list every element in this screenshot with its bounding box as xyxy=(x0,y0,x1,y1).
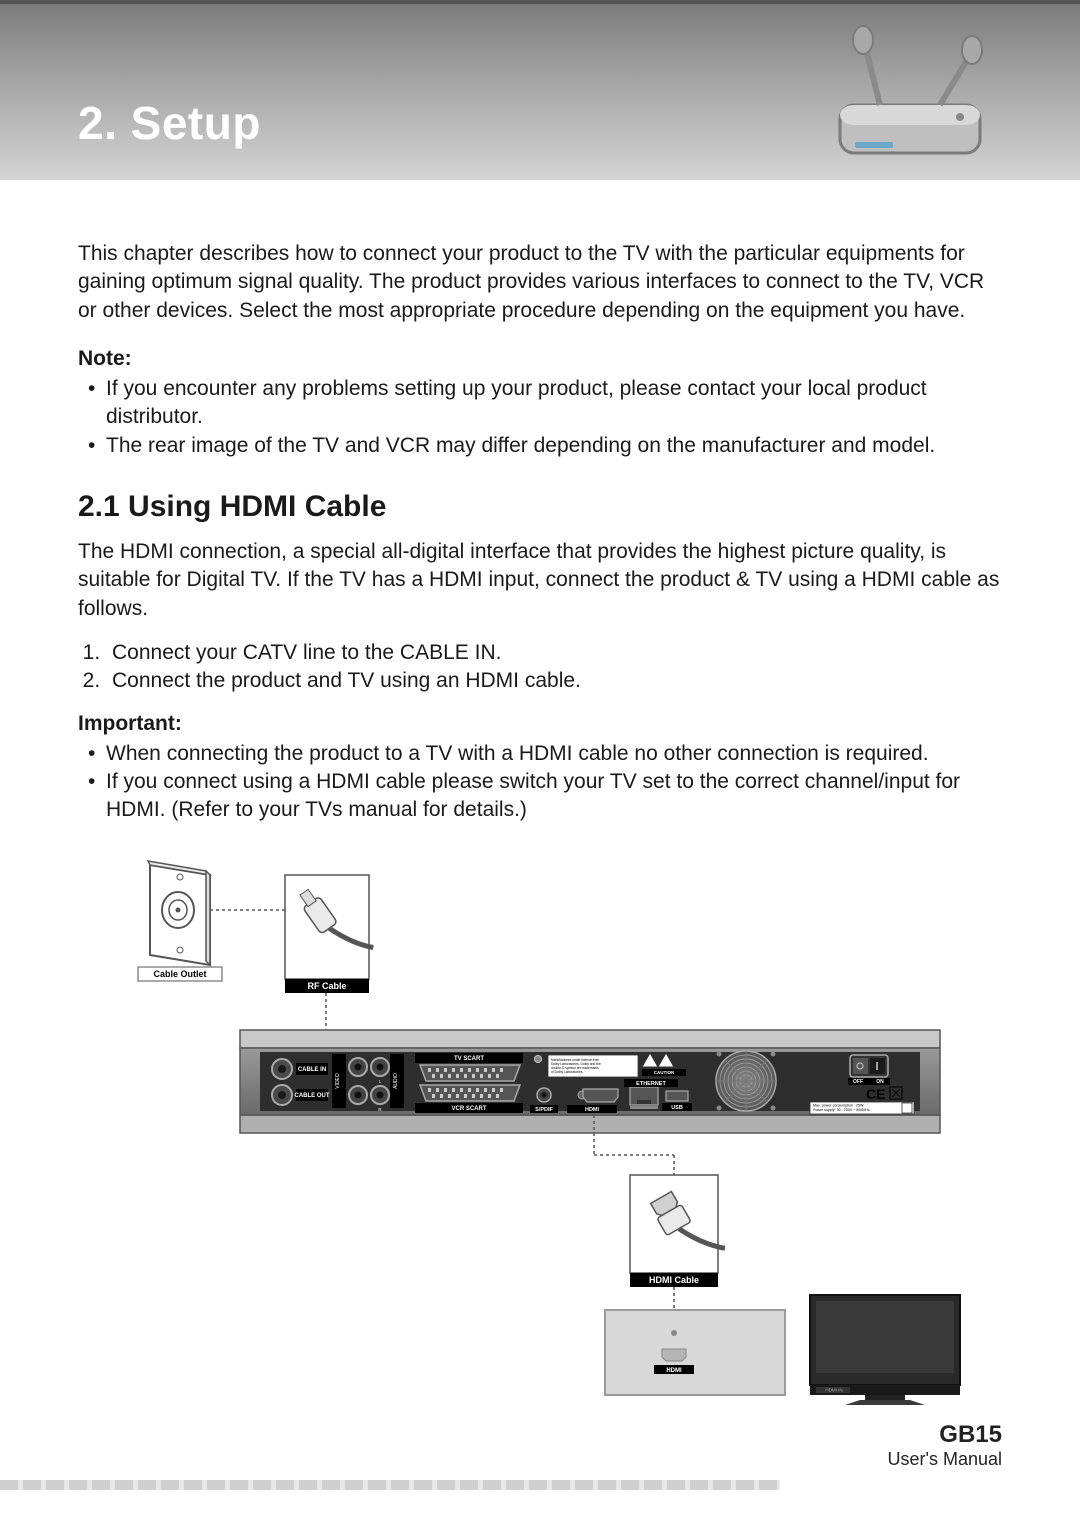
diagram-svg: Cable Outlet RF Cable xyxy=(110,855,970,1415)
note-list: If you encounter any problems setting up… xyxy=(78,375,1002,460)
svg-text:ON: ON xyxy=(876,1079,884,1085)
svg-text:TV SCART: TV SCART xyxy=(454,1056,484,1062)
svg-text:S/PDIF: S/PDIF xyxy=(535,1107,553,1113)
svg-text:CABLE IN: CABLE IN xyxy=(298,1067,326,1073)
important-list: When connecting the product to a TV with… xyxy=(78,740,1002,825)
svg-text:C: C xyxy=(866,1086,876,1102)
svg-text:Power supply: 90 - 250V ~ 50/6: Power supply: 90 - 250V ~ 50/60Hz xyxy=(813,1108,870,1112)
svg-text:VCR SCART: VCR SCART xyxy=(451,1106,486,1112)
rf-cable-icon: RF Cable xyxy=(285,875,373,993)
svg-text:USB: USB xyxy=(671,1105,683,1111)
chapter-header-band: 2. Setup xyxy=(0,0,1080,180)
note-item: If you encounter any problems setting up… xyxy=(78,375,1002,432)
rf-cable-label: RF Cable xyxy=(307,981,346,991)
svg-text:E: E xyxy=(876,1086,885,1102)
hdmi-cable-icon: HDMI Cable xyxy=(630,1175,725,1287)
step-item: Connect the product and TV using an HDMI… xyxy=(106,667,1002,695)
section-body: The HDMI connection, a special all-digit… xyxy=(78,538,1002,623)
device-icon xyxy=(820,10,1000,170)
svg-text:Max. power consumption : 25W: Max. power consumption : 25W xyxy=(813,1103,864,1107)
page-number-block: GB15 User's Manual xyxy=(888,1421,1002,1470)
important-item: When connecting the product to a TV with… xyxy=(78,740,1002,768)
tv-front-icon: HDMI IN xyxy=(810,1295,960,1405)
note-label: Note: xyxy=(78,347,1002,371)
section-title: 2.1 Using HDMI Cable xyxy=(78,490,1002,524)
svg-text:OFF: OFF xyxy=(853,1079,863,1085)
svg-text:CAUTION: CAUTION xyxy=(654,1070,675,1075)
page-footer: GB15 User's Manual xyxy=(0,1434,1080,1494)
step-item: Connect your CATV line to the CABLE IN. xyxy=(106,639,1002,667)
svg-text:HDMI IN: HDMI IN xyxy=(825,1387,842,1392)
svg-text:AUDIO: AUDIO xyxy=(393,1073,399,1089)
svg-text:HDMI: HDMI xyxy=(585,1107,600,1113)
important-item: If you connect using a HDMI cable please… xyxy=(78,768,1002,825)
intro-paragraph: This chapter describes how to connect yo… xyxy=(78,240,1002,325)
cable-outlet-label: Cable Outlet xyxy=(153,969,206,979)
svg-text:CABLE OUT: CABLE OUT xyxy=(295,1093,330,1099)
page-number: GB15 xyxy=(888,1421,1002,1449)
manual-label: User's Manual xyxy=(888,1449,1002,1470)
svg-text:HDMI: HDMI xyxy=(666,1368,682,1374)
svg-text:of Dolby Laboratories.: of Dolby Laboratories. xyxy=(551,1070,583,1074)
steps-list: Connect your CATV line to the CABLE IN. … xyxy=(78,639,1002,696)
svg-text:ETHERNET: ETHERNET xyxy=(636,1081,666,1087)
important-label: Important: xyxy=(78,712,1002,736)
cable-outlet-icon: Cable Outlet xyxy=(138,861,222,981)
product-rear-panel: CABLE IN CABLE OUT VIDEO xyxy=(240,1030,940,1133)
hdmi-cable-label: HDMI Cable xyxy=(649,1275,699,1285)
fan-vent-icon xyxy=(716,1051,776,1111)
content-area: This chapter describes how to connect yo… xyxy=(0,180,1080,1415)
page: 2. Setup This chapter describes how to c… xyxy=(0,0,1080,1514)
footer-stripe xyxy=(0,1480,780,1490)
connection-diagram: Cable Outlet RF Cable xyxy=(78,855,1002,1415)
chapter-title: 2. Setup xyxy=(78,96,261,150)
svg-text:VIDEO: VIDEO xyxy=(335,1073,341,1089)
note-item: The rear image of the TV and VCR may dif… xyxy=(78,432,1002,460)
tv-rear-icon: HDMI xyxy=(605,1310,785,1395)
